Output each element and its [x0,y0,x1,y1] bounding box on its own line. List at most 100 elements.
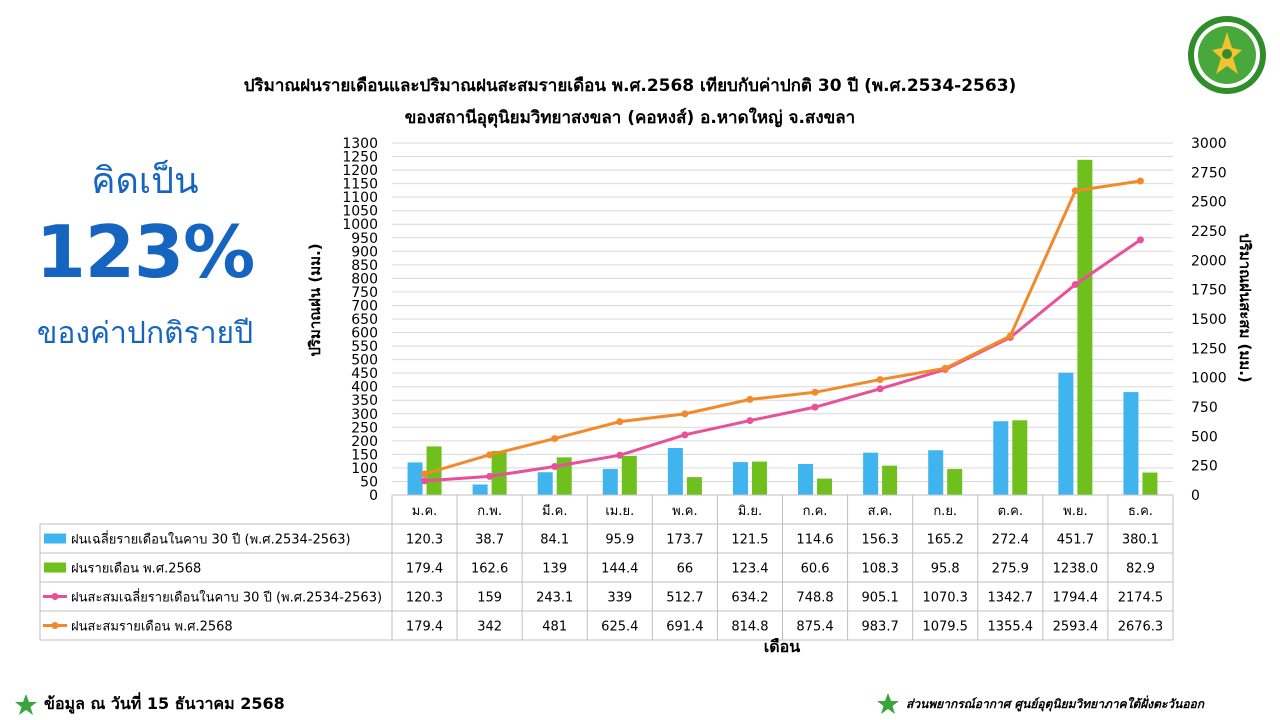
table-value: 121.5 [731,533,768,548]
y-tick-label: 350 [351,393,378,409]
green-star-icon [877,693,899,714]
bar-actual [621,455,637,495]
table-value: 691.4 [666,620,703,635]
bar-actual [686,477,702,495]
legend-swatch [44,562,66,573]
y-axis-label: ปริมาณฝน (มม.) [306,243,324,356]
y2-tick-label: 1500 [1191,312,1227,328]
y-tick-label: 1200 [342,163,378,179]
y-tick-label: 1100 [342,190,378,206]
y2-tick-label: 1000 [1191,371,1227,387]
line-point [421,470,429,478]
bar-normal [928,450,944,495]
table-value: 120.3 [406,533,443,548]
y-tick-label: 450 [351,366,378,382]
y-tick-label: 1250 [342,150,378,166]
x-tick-label: พ.ค. [672,504,698,519]
y2-tick-label: 1750 [1191,283,1227,299]
bar-normal [407,462,423,495]
table-value: 120.3 [406,591,443,606]
line-point [616,451,624,459]
table-value: 481 [542,620,567,635]
table-value: 983.7 [862,620,899,635]
y2-tick-label: 750 [1191,400,1218,416]
y-tick-label: 1150 [342,177,378,193]
table-value: 1342.7 [988,591,1034,606]
y-tick-label: 750 [351,285,378,301]
x-tick-label: มี.ค. [542,503,568,519]
y2-tick-label: 3000 [1191,136,1227,152]
summary-percent: 123% [35,210,255,294]
y-tick-label: 200 [351,434,378,450]
y2-tick-label: 0 [1191,488,1200,504]
y-tick-label: 0 [369,488,378,504]
table-value: 1355.4 [988,620,1034,635]
series-line [424,179,1141,476]
table-value: 1079.5 [922,620,968,635]
table-value: 342 [477,620,502,635]
y2-tick-label: 1250 [1191,341,1227,357]
y2-tick-label: 250 [1191,459,1218,475]
y-tick-label: 500 [351,353,378,369]
x-tick-label: พ.ย. [1063,504,1087,519]
table-value: 162.6 [471,562,508,577]
bar-series [407,159,1158,495]
y-tick-label: 150 [351,447,378,463]
y-tick-label: 800 [351,271,378,287]
line-point [551,462,559,470]
chart-title-line1: ปริมาณฝนรายเดือนและปริมาณฝนสะสมรายเดือน … [243,76,1017,96]
table-value: 1794.4 [1053,591,1099,606]
y-tick-label: 400 [351,380,378,396]
table-value: 123.4 [731,562,768,577]
x-tick-label: ก.ย. [933,504,957,519]
x-tick-label: ก.ค. [803,504,828,519]
line-point [681,410,689,418]
y-tick-label: 850 [351,258,378,274]
table-value: 60.6 [801,562,830,577]
line-series [421,177,1144,485]
line-point [551,435,559,443]
table-value: 38.7 [475,533,504,548]
footer-credit: ส่วนพยากรณ์อากาศ ศูนย์อุตุนิยมวิทยาภาคใต… [876,692,1204,716]
bar-actual [882,465,898,495]
x-tick-label: ม.ค. [412,504,438,519]
bar-actual [817,478,833,495]
x-tick-label: เม.ย. [605,504,634,519]
line-point [746,417,754,425]
line-point [1006,332,1014,340]
line-point [811,388,819,396]
y-tick-label: 700 [351,298,378,314]
y2-axis-label: ปริมาณฝนสะสม (มม.) [1236,233,1254,383]
line-point [1071,280,1079,288]
table-value: 95.8 [931,562,960,577]
y2-tick-label: 2750 [1191,165,1227,181]
bar-normal [798,463,814,495]
bar-actual [947,469,963,495]
series-line [424,238,1142,483]
table-value: 634.2 [731,591,768,606]
y-tick-label: 50 [360,474,378,490]
table-value: 512.7 [666,591,703,606]
line-point [811,403,819,411]
summary-label: คิดเป็น [91,161,199,202]
y-tick-label: 650 [351,312,378,328]
table-value: 625.4 [601,620,638,635]
line-point [421,477,429,485]
y2-tick-label: 500 [1191,429,1218,445]
x-tick-label: ส.ค. [868,504,893,519]
table-value: 159 [477,591,502,606]
y-tick-label: 1300 [342,136,378,152]
y-tick-label: 1050 [342,204,378,220]
table-value: 2174.5 [1118,591,1164,606]
bar-actual [1142,472,1158,495]
line-point [1136,177,1144,185]
bar-actual [1077,159,1093,495]
line-point [681,431,689,439]
bar-actual [1012,420,1028,495]
table-value: 165.2 [927,533,964,548]
legend-label: ฝนสะสมรายเดือน พ.ศ.2568 [71,619,233,635]
table-value: 748.8 [796,591,833,606]
x-tick-label: ธ.ค. [1128,504,1153,519]
data-table: ม.ค. ก.พ. มี.ค. เม.ย. พ.ค. มิ.ย. ก.ค. ส.ค. ก.ย. ต… [39,494,1174,641]
